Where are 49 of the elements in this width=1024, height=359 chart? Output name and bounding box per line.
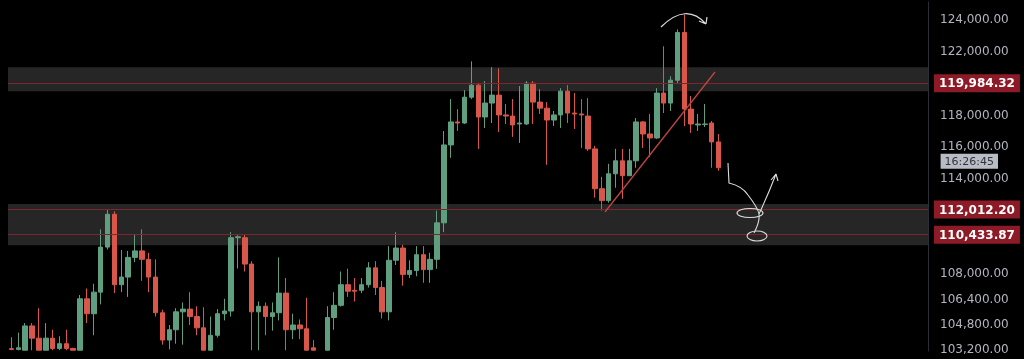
candlestick	[57, 335, 62, 351]
candlestick	[84, 288, 90, 324]
candlestick	[43, 322, 49, 351]
y-tick-label: 124,000.00	[940, 12, 1009, 27]
candlestick	[654, 87, 660, 140]
y-tick-label: 118,000.00	[940, 107, 1009, 122]
y-tick-label: 114,000.00	[940, 171, 1009, 186]
ref-line-label: 110,433.87	[939, 227, 1015, 242]
candlestick	[366, 261, 371, 289]
candlestick	[414, 245, 419, 277]
candlestick	[565, 84, 570, 124]
text: 16:26:45	[944, 154, 994, 168]
candlestick	[359, 277, 364, 294]
candlestick	[160, 309, 165, 346]
candlestick	[716, 133, 721, 172]
y-tick-label: 103,200.00	[940, 342, 1009, 357]
candlestick	[105, 209, 110, 250]
candlestick	[153, 258, 158, 318]
candlestick	[400, 244, 406, 287]
ref-line-label: 119,984.32	[939, 76, 1015, 91]
y-tick-label: 106,400.00	[940, 291, 1009, 306]
y-tick-label: 122,000.00	[940, 44, 1009, 59]
candlestick	[9, 336, 14, 351]
candlestick	[77, 294, 83, 351]
candlestick	[256, 301, 261, 351]
candlestick	[572, 92, 577, 130]
candlestick	[208, 316, 213, 351]
candlestick	[476, 82, 481, 150]
y-tick-label: 108,000.00	[940, 266, 1009, 281]
y-tick-label: 104,800.00	[940, 317, 1009, 332]
candlestick	[613, 148, 618, 189]
candlestick	[620, 148, 625, 200]
candlestick	[290, 313, 296, 340]
candlestick	[112, 210, 117, 294]
candlestick	[215, 308, 220, 339]
y-tick-label: 116,000.00	[940, 139, 1009, 154]
candlestick	[311, 339, 316, 351]
candlestick	[517, 85, 522, 144]
candlestick	[606, 163, 611, 204]
candlestick	[524, 80, 529, 126]
candlestick	[50, 329, 55, 351]
candlestick	[421, 245, 426, 284]
ref-line-label: 112,012.20	[939, 202, 1015, 217]
candlestick	[407, 259, 412, 279]
candlestick	[263, 301, 268, 336]
candlestick	[455, 108, 460, 132]
candlestick	[462, 89, 467, 125]
candlestick	[709, 120, 714, 169]
candlestick	[283, 277, 289, 351]
